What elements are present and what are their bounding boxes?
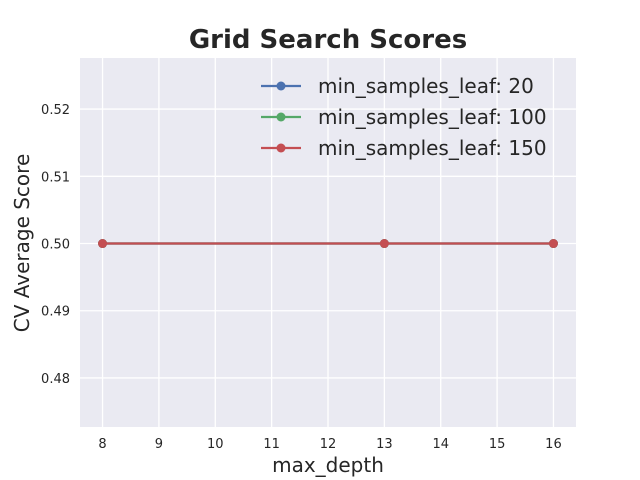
data-point [379,239,389,249]
y-tick-label: 0.50 [41,238,70,253]
legend-swatch-marker [276,112,286,122]
data-point [548,239,558,249]
y-tick-label: 0.48 [41,372,70,387]
legend: min_samples_leaf: 20 min_samples_leaf: 10… [261,74,547,160]
legend-label: min_samples_leaf: 100 [318,105,547,129]
x-tick-label: 9 [155,437,163,452]
x-tick-label: 15 [489,437,506,452]
x-axis-label: max_depth [272,453,384,477]
series-lines [98,239,558,249]
chart-title: Grid Search Scores [189,25,467,55]
data-point [98,239,108,249]
legend-label: min_samples_leaf: 20 [318,74,534,98]
legend-swatch-marker [276,81,286,91]
legend-item: min_samples_leaf: 150 [261,136,547,160]
series-line [98,239,558,249]
y-tick-label: 0.49 [41,305,70,320]
y-tick-label: 0.52 [41,103,70,118]
x-tick-label: 16 [545,437,562,452]
legend-item: min_samples_leaf: 100 [261,105,547,129]
x-tick-label: 11 [263,437,280,452]
x-tick-label: 14 [432,437,449,452]
y-axis-label: CV Average Score [10,154,34,333]
x-tick-labels: 8 9 10 11 12 13 14 15 16 [98,437,561,452]
y-tick-labels: 0.48 0.49 0.50 0.51 0.52 [41,103,70,387]
y-tick-label: 0.51 [41,170,70,185]
x-tick-label: 8 [98,437,106,452]
x-tick-label: 12 [320,437,337,452]
legend-item: min_samples_leaf: 20 [261,74,534,98]
legend-swatch-marker [276,143,286,153]
legend-label: min_samples_leaf: 150 [318,136,547,160]
x-tick-label: 10 [207,437,224,452]
x-tick-label: 13 [376,437,393,452]
